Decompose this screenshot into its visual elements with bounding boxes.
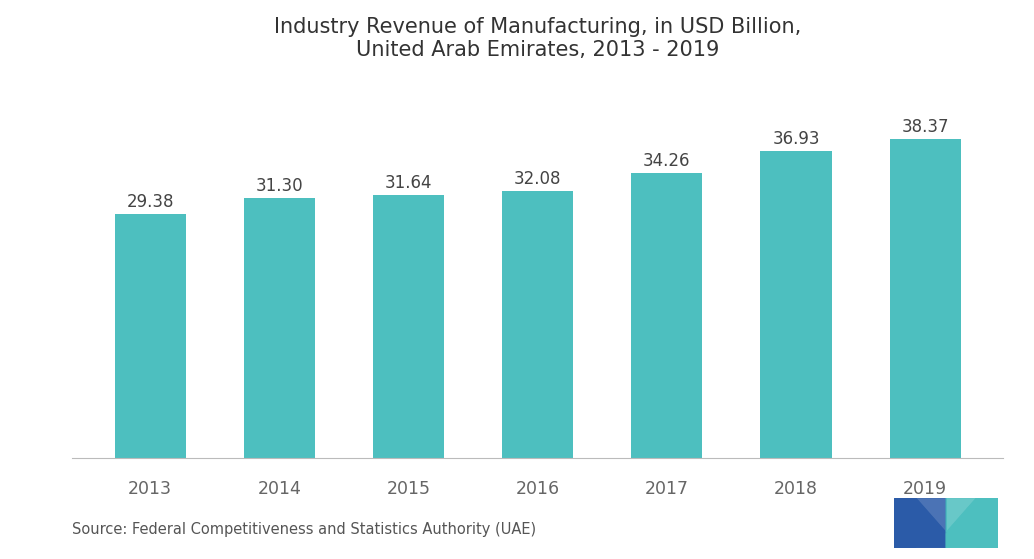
Polygon shape	[915, 498, 946, 548]
Bar	[760, 151, 831, 458]
Text: 31.30: 31.30	[255, 177, 303, 195]
Bar	[889, 139, 961, 458]
Text: 29.38: 29.38	[126, 192, 174, 211]
Bar	[632, 173, 702, 458]
Text: 31.64: 31.64	[385, 174, 432, 192]
Text: 38.37: 38.37	[902, 118, 949, 136]
Text: 36.93: 36.93	[772, 130, 820, 148]
Bar	[115, 214, 186, 458]
Bar	[373, 195, 444, 458]
Polygon shape	[894, 498, 915, 548]
Polygon shape	[915, 498, 946, 533]
Text: 34.26: 34.26	[643, 152, 691, 170]
Polygon shape	[946, 498, 998, 548]
Text: 32.08: 32.08	[514, 170, 561, 188]
Bar	[244, 198, 315, 458]
Polygon shape	[946, 498, 977, 533]
Text: Source: Federal Competitiveness and Statistics Authority (UAE): Source: Federal Competitiveness and Stat…	[72, 522, 537, 537]
Polygon shape	[977, 498, 998, 548]
Bar	[503, 191, 573, 458]
Title: Industry Revenue of Manufacturing, in USD Billion,
United Arab Emirates, 2013 - : Industry Revenue of Manufacturing, in US…	[274, 17, 801, 60]
